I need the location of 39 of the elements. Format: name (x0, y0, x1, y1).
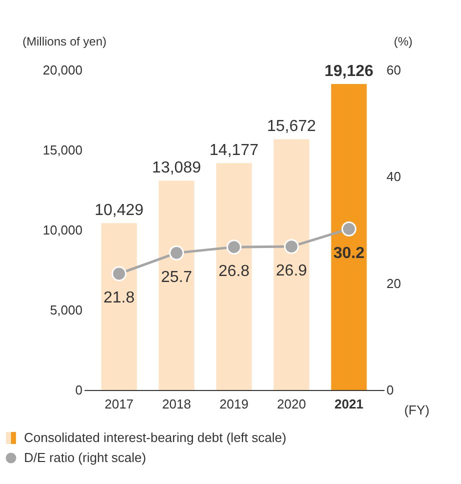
y-axis-title: (Millions of yen) (22, 34, 107, 48)
legend-label: Consolidated interest-bearing debt (left scale) (24, 430, 286, 445)
data-label: 25.7 (160, 268, 192, 286)
y-tick-label: 0 (75, 382, 82, 398)
bar (101, 223, 137, 390)
bar (274, 139, 310, 390)
data-label: 14,177 (210, 142, 259, 160)
y2-tick-label: 20 (386, 276, 401, 291)
point (226, 240, 242, 255)
data-label: 13,089 (152, 160, 202, 177)
data-label: 30.2 (333, 244, 365, 262)
data-label: 19,126 (324, 62, 374, 80)
x-tick-label: 2019 (220, 396, 248, 412)
point (112, 266, 127, 282)
point (169, 245, 184, 260)
data-label: 10,429 (94, 202, 144, 220)
bar (158, 180, 194, 390)
y-tick-label: 10,000 (42, 222, 82, 238)
bar (216, 163, 252, 390)
point (341, 221, 356, 236)
y2-tick-label: 40 (386, 169, 401, 184)
x-tick-label: 2020 (277, 396, 306, 412)
point (284, 239, 299, 254)
data-label: 21.8 (103, 290, 135, 307)
bar (331, 84, 367, 390)
y-tick-label: 20,000 (42, 62, 82, 78)
x-tick-label: 2018 (162, 396, 191, 412)
data-label: 26.8 (218, 263, 250, 280)
y2-tick-label: 60 (386, 62, 401, 78)
data-label: 26.9 (276, 262, 308, 280)
x-axis-title: (FY) (404, 402, 430, 418)
data-label: 15,672 (267, 118, 316, 136)
legend-label: D/E ratio (right scale) (24, 450, 146, 465)
x-tick-label: 2017 (104, 396, 134, 412)
y2-axis-title: (%) (394, 34, 412, 48)
y2-tick-label: 0 (386, 382, 394, 398)
y-tick-label: 5,000 (50, 302, 82, 318)
y-tick-label: 15,000 (42, 142, 82, 158)
x-tick-label: 2021 (334, 396, 364, 412)
